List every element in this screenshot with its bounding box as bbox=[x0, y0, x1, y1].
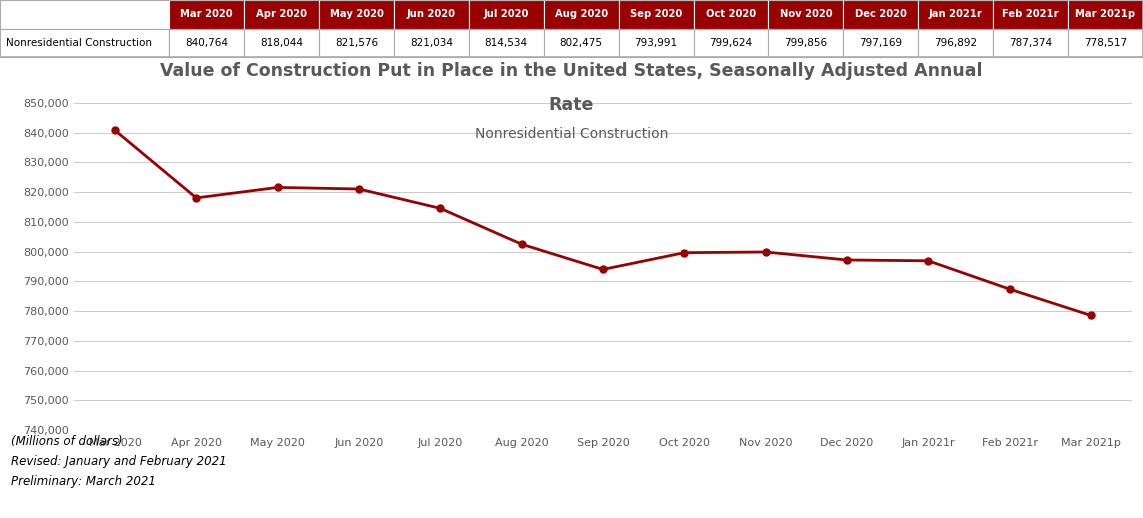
Text: Nonresidential Construction: Nonresidential Construction bbox=[6, 38, 152, 48]
Bar bbox=[245, 28, 319, 57]
Bar bbox=[768, 0, 844, 28]
Bar bbox=[993, 28, 1068, 57]
Bar bbox=[469, 28, 544, 57]
Text: 797,169: 797,169 bbox=[860, 38, 902, 48]
Text: Mar 2021p: Mar 2021p bbox=[1076, 9, 1136, 19]
Bar bbox=[618, 28, 694, 57]
Text: Sep 2020: Sep 2020 bbox=[630, 9, 682, 19]
Text: Dec 2020: Dec 2020 bbox=[855, 9, 906, 19]
Text: Oct 2020: Oct 2020 bbox=[706, 9, 756, 19]
Bar bbox=[1068, 28, 1143, 57]
Bar bbox=[618, 0, 694, 28]
Bar bbox=[918, 28, 993, 57]
Text: Feb 2021r: Feb 2021r bbox=[1002, 9, 1058, 19]
Text: Nonresidential Construction: Nonresidential Construction bbox=[474, 127, 669, 141]
Bar bbox=[1068, 0, 1143, 28]
Text: 793,991: 793,991 bbox=[634, 38, 678, 48]
Text: 818,044: 818,044 bbox=[259, 38, 303, 48]
Text: 821,034: 821,034 bbox=[410, 38, 453, 48]
Bar bbox=[394, 0, 469, 28]
Text: Nov 2020: Nov 2020 bbox=[780, 9, 832, 19]
Text: 796,892: 796,892 bbox=[934, 38, 977, 48]
Bar bbox=[844, 28, 918, 57]
Text: 821,576: 821,576 bbox=[335, 38, 378, 48]
Text: Mar 2020: Mar 2020 bbox=[181, 9, 233, 19]
Bar bbox=[544, 28, 618, 57]
Text: 799,856: 799,856 bbox=[784, 38, 828, 48]
Bar bbox=[844, 0, 918, 28]
Text: 802,475: 802,475 bbox=[560, 38, 602, 48]
Bar bbox=[694, 28, 768, 57]
Bar bbox=[169, 28, 245, 57]
Bar bbox=[169, 0, 245, 28]
Text: 799,624: 799,624 bbox=[710, 38, 752, 48]
Bar bbox=[394, 28, 469, 57]
Text: Aug 2020: Aug 2020 bbox=[554, 9, 608, 19]
Text: 814,534: 814,534 bbox=[485, 38, 528, 48]
Bar bbox=[319, 0, 394, 28]
Text: May 2020: May 2020 bbox=[329, 9, 383, 19]
Text: Jan 2021r: Jan 2021r bbox=[929, 9, 983, 19]
Text: Apr 2020: Apr 2020 bbox=[256, 9, 307, 19]
Bar bbox=[245, 0, 319, 28]
Bar bbox=[544, 0, 618, 28]
Text: (Millions of dollars)
Revised: January and February 2021
Preliminary: March 2021: (Millions of dollars) Revised: January a… bbox=[11, 435, 227, 488]
Bar bbox=[469, 0, 544, 28]
Bar bbox=[0, 0, 169, 28]
Bar bbox=[319, 28, 394, 57]
Text: 778,517: 778,517 bbox=[1084, 38, 1127, 48]
Text: Jul 2020: Jul 2020 bbox=[483, 9, 529, 19]
Text: Jun 2020: Jun 2020 bbox=[407, 9, 456, 19]
Text: Value of Construction Put in Place in the United States, Seasonally Adjusted Ann: Value of Construction Put in Place in th… bbox=[160, 62, 983, 80]
Bar bbox=[0, 28, 169, 57]
Bar bbox=[993, 0, 1068, 28]
Text: Rate: Rate bbox=[549, 96, 594, 114]
Bar bbox=[768, 28, 844, 57]
Bar bbox=[918, 0, 993, 28]
Text: 840,764: 840,764 bbox=[185, 38, 229, 48]
Bar bbox=[694, 0, 768, 28]
Text: 787,374: 787,374 bbox=[1009, 38, 1053, 48]
